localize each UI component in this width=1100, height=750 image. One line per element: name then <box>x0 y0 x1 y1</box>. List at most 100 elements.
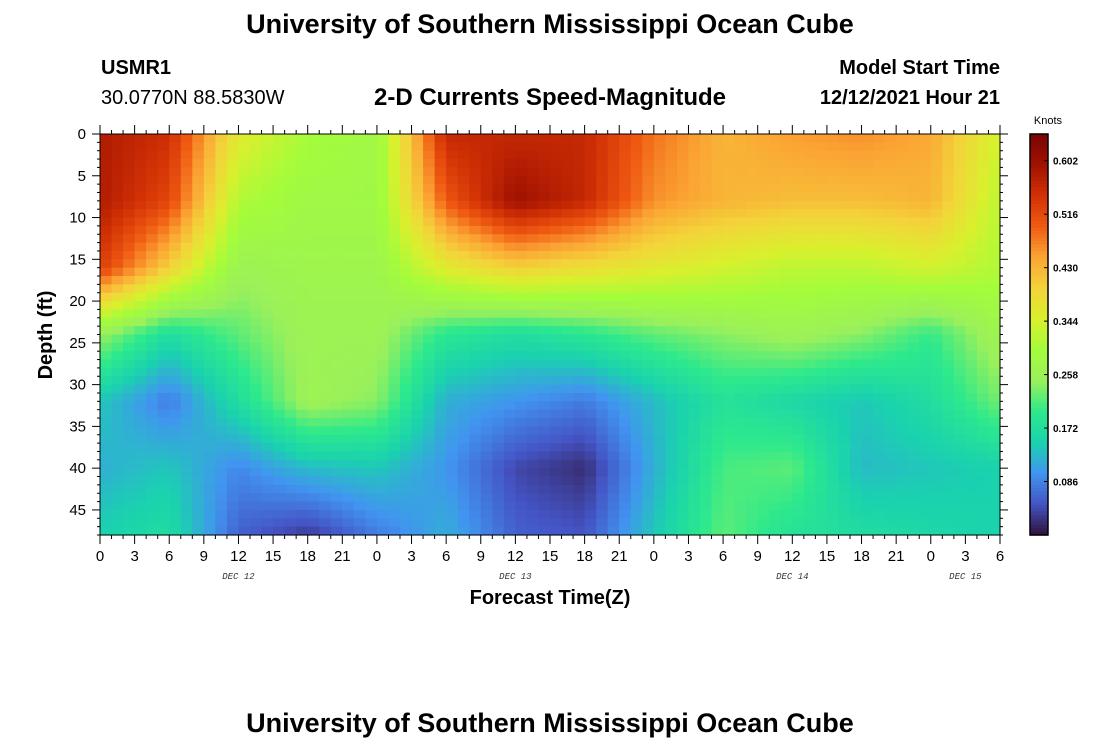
heatmap-cell <box>319 134 332 143</box>
heatmap-cell <box>861 150 874 160</box>
heatmap-cell <box>307 409 320 419</box>
heatmap-cell <box>457 476 470 486</box>
heatmap-cell <box>284 317 297 327</box>
heatmap-cell <box>526 359 540 369</box>
heatmap-cell <box>192 484 205 494</box>
heatmap-cell <box>342 167 355 177</box>
heatmap-cell <box>953 493 966 503</box>
heatmap-cell <box>734 217 747 227</box>
heatmap-cell <box>492 409 505 419</box>
heatmap-cell <box>284 225 297 235</box>
heatmap-cell <box>930 459 943 469</box>
heatmap-cell <box>573 459 586 469</box>
heatmap-cell <box>550 526 563 536</box>
heatmap-cell <box>896 526 909 536</box>
heatmap-cell <box>942 159 955 169</box>
heatmap-cell <box>596 167 609 177</box>
heatmap-cell <box>307 250 320 260</box>
heatmap-cell <box>642 284 655 294</box>
heatmap-cell <box>376 309 390 319</box>
heatmap-cell <box>215 259 228 269</box>
heatmap-cell <box>665 134 678 143</box>
heatmap-cell <box>803 409 816 419</box>
heatmap-cell <box>330 184 343 194</box>
heatmap-cell <box>238 434 251 444</box>
heatmap-cell <box>192 242 205 252</box>
heatmap-cell <box>653 192 666 202</box>
heatmap-cell <box>226 476 240 486</box>
heatmap-cell <box>607 526 620 536</box>
heatmap-cell <box>619 409 632 419</box>
heatmap-cell <box>192 518 205 528</box>
heatmap-cell <box>676 217 690 227</box>
heatmap-cell <box>561 501 574 511</box>
model-start-label: Model Start Time <box>839 57 1000 79</box>
heatmap-cell <box>434 493 447 503</box>
heatmap-cell <box>330 242 343 252</box>
heatmap-cell <box>700 351 713 361</box>
heatmap-cell <box>388 159 401 169</box>
heatmap-cell <box>688 493 701 503</box>
heatmap-cell <box>873 359 886 369</box>
heatmap-cell <box>203 267 216 277</box>
heatmap-cell <box>376 484 390 494</box>
heatmap-cell <box>884 225 897 235</box>
heatmap-cell <box>976 276 990 285</box>
heatmap-cell <box>134 142 147 152</box>
heatmap-cell <box>273 200 286 210</box>
heatmap-cell <box>434 409 447 419</box>
heatmap-cell <box>169 418 182 427</box>
heatmap-cell <box>365 301 378 311</box>
heatmap-cell <box>100 150 113 160</box>
heatmap-cell <box>411 367 424 377</box>
heatmap-cell <box>480 159 493 169</box>
heatmap-cell <box>838 317 851 327</box>
colorbar-segment <box>1030 458 1048 463</box>
heatmap-cell <box>630 234 643 244</box>
heatmap-cell <box>561 426 574 436</box>
heatmap-cell <box>976 225 990 235</box>
heatmap-cell <box>446 326 459 336</box>
heatmap-cell <box>100 192 113 202</box>
heatmap-cell <box>261 334 274 344</box>
heatmap-cell <box>180 509 193 519</box>
heatmap-cell <box>907 426 920 436</box>
heatmap-cell <box>896 267 909 277</box>
heatmap-cell <box>803 234 816 244</box>
heatmap-cell <box>953 200 966 210</box>
heatmap-cell <box>734 493 747 503</box>
heatmap-cell <box>584 309 597 319</box>
heatmap-cell <box>146 242 159 252</box>
heatmap-cell <box>134 209 147 219</box>
heatmap-cell <box>250 342 263 352</box>
heatmap-cell <box>850 167 863 177</box>
heatmap-cell <box>953 518 966 528</box>
heatmap-cell <box>538 159 551 169</box>
heatmap-cell <box>734 509 747 519</box>
heatmap-cell <box>411 209 424 219</box>
heatmap-cell <box>665 468 678 478</box>
heatmap-cell <box>146 234 159 244</box>
heatmap-cell <box>226 384 240 394</box>
heatmap-cell <box>976 175 990 185</box>
heatmap-cell <box>942 134 955 143</box>
heatmap-cell <box>596 451 609 461</box>
heatmap-cell <box>965 526 978 536</box>
colorbar-tick-label: 0.086 <box>1053 478 1078 489</box>
heatmap-cell <box>711 392 724 402</box>
heatmap-cell <box>411 284 424 294</box>
heatmap-cell <box>596 493 609 503</box>
heatmap-cell <box>492 259 505 269</box>
heatmap-cell <box>526 426 540 436</box>
heatmap-cell <box>180 351 193 361</box>
heatmap-cell <box>492 292 505 302</box>
heatmap-cell <box>815 150 828 160</box>
x-tick-label: 15 <box>265 548 282 565</box>
y-tick-label: 45 <box>69 502 86 519</box>
heatmap-cell <box>515 175 528 185</box>
heatmap-cell <box>988 443 1001 453</box>
colorbar-segment <box>1030 277 1048 282</box>
colorbar-tick-label: 0.172 <box>1053 424 1078 435</box>
heatmap-cell <box>746 426 759 436</box>
heatmap-cell <box>411 459 424 469</box>
